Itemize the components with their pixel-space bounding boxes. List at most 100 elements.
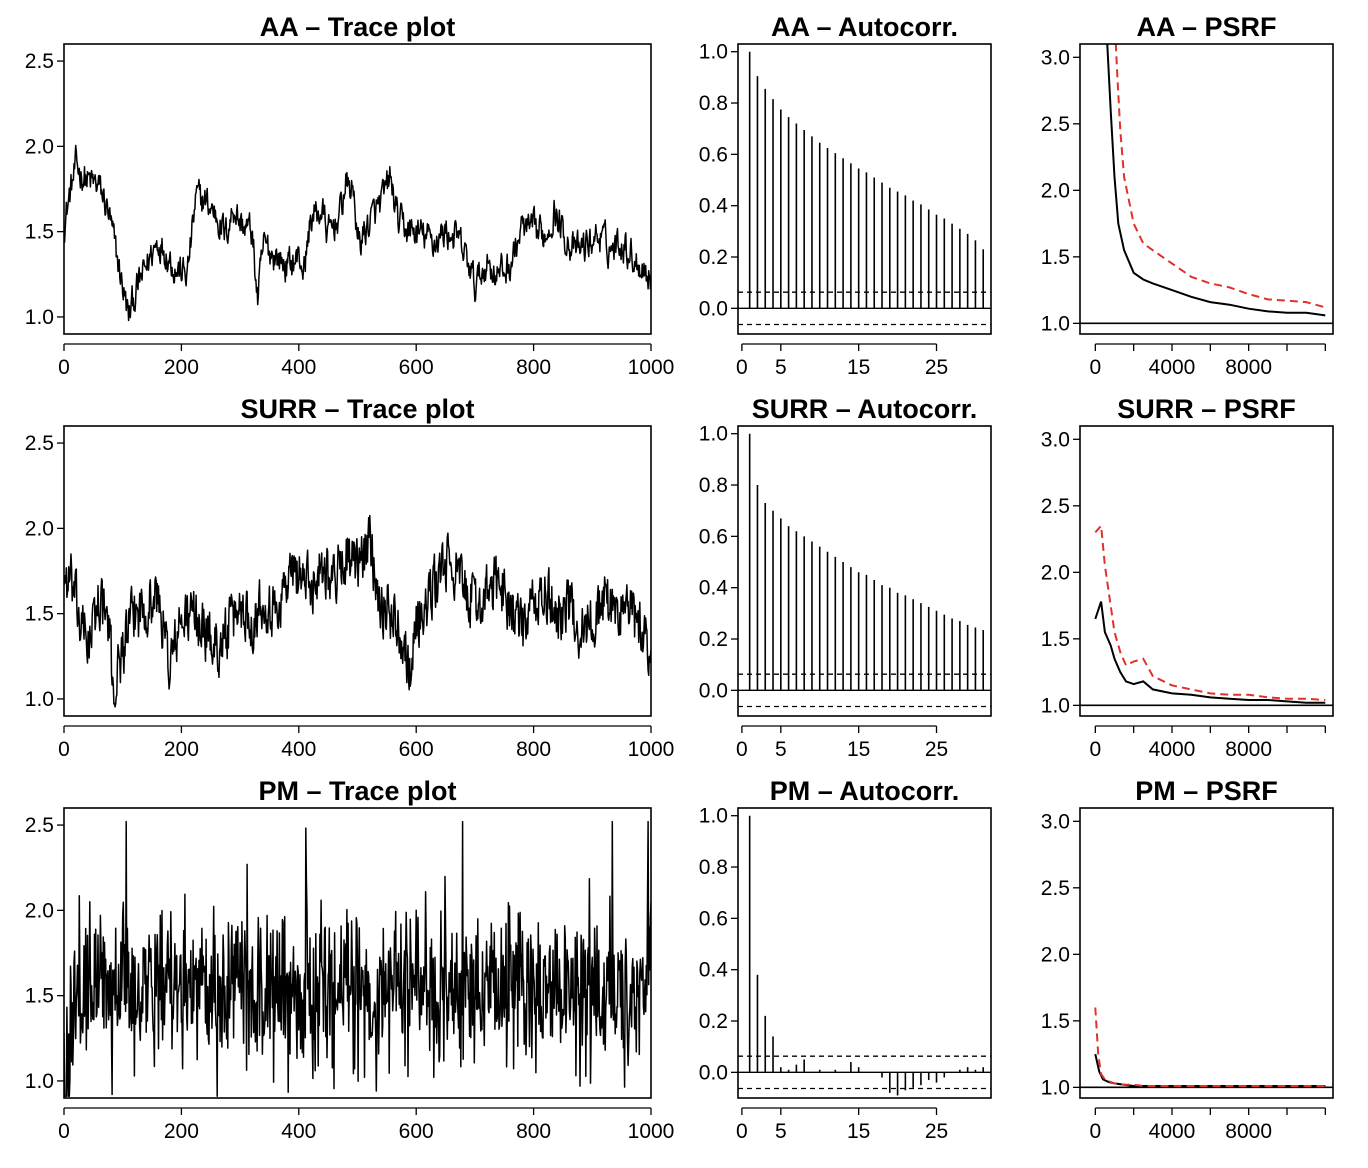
x-tick-label: 4000: [1149, 356, 1196, 379]
x-tick-label: 1000: [628, 356, 675, 379]
y-tick-label: 0.4: [699, 577, 729, 600]
y-tick-label: 1.0: [699, 805, 728, 828]
y-tick-label: 0.6: [699, 525, 728, 548]
y-tick-label: 2.0: [1041, 561, 1070, 584]
panel-title: PM – PSRF: [1135, 776, 1278, 806]
plot-area: [738, 815, 991, 1096]
panel-title: SURR – Trace plot: [240, 394, 474, 424]
psrf-upper-line: [1114, 44, 1326, 309]
y-tick-label: 0.2: [699, 246, 728, 269]
plot-frame: [737, 807, 992, 1099]
plot-frame: [737, 425, 992, 717]
x-tick-label: 600: [399, 1120, 434, 1143]
psrf-median-line: [1094, 601, 1326, 704]
plot-frame: [1079, 425, 1334, 717]
y-tick-label: 1.0: [699, 41, 728, 64]
x-tick-label: 8000: [1225, 356, 1272, 379]
x-tick-label: 200: [164, 738, 199, 761]
psrf-upper-line: [1094, 1007, 1326, 1087]
x-tick-label: 4000: [1149, 1120, 1196, 1143]
x-tick-label: 8000: [1225, 1120, 1272, 1143]
plot-frame: [63, 425, 652, 717]
y-tick-label: 3.0: [1041, 810, 1070, 833]
x-tick-label: 25: [925, 1120, 948, 1143]
y-tick-label: 1.5: [1041, 628, 1070, 651]
x-tick-label: 0: [736, 738, 748, 761]
psrf-median-line: [1094, 1053, 1326, 1087]
x-tick-label: 200: [164, 356, 199, 379]
x-tick-label: 200: [164, 1120, 199, 1143]
plot-area: [1080, 523, 1333, 707]
x-tick-label: 0: [58, 356, 70, 379]
plot-frame: [63, 807, 652, 1099]
plot-area: [1080, 44, 1333, 325]
x-tick-label: 0: [1089, 738, 1101, 761]
x-tick-label: 1000: [628, 738, 675, 761]
y-tick-label: 1.5: [1041, 246, 1070, 269]
y-tick-label: 2.5: [1041, 877, 1070, 900]
x-tick-label: 1000: [628, 1120, 675, 1143]
y-tick-label: 0.2: [699, 628, 728, 651]
y-tick-label: 2.5: [25, 50, 54, 73]
plot-area: [64, 820, 651, 1098]
x-tick-label: 0: [1089, 356, 1101, 379]
x-tick-label: 15: [847, 356, 870, 379]
panel-psrf: SURR – PSRF 1.0 1.5 2.0 2.5 3.0 0 4000 8000: [1041, 394, 1334, 761]
x-tick-label: 400: [281, 1120, 316, 1143]
psrf-upper-line: [1094, 523, 1326, 701]
y-tick-label: 0.0: [699, 1061, 728, 1084]
y-tick-label: 1.5: [25, 221, 54, 244]
x-tick-label: 0: [736, 1120, 748, 1143]
y-tick-label: 1.0: [1041, 312, 1070, 335]
plot-area: [64, 144, 651, 322]
panel-title: SURR – PSRF: [1117, 394, 1296, 424]
y-tick-label: 0.4: [699, 195, 729, 218]
x-tick-label: 5: [775, 1120, 787, 1143]
y-tick-label: 0.6: [699, 143, 728, 166]
y-tick-label: 2.0: [25, 135, 54, 158]
x-tick-label: 0: [736, 356, 748, 379]
panel-title: AA – Trace plot: [260, 12, 456, 42]
plot-frame: [63, 43, 652, 335]
panel-title: PM – Autocorr.: [770, 776, 960, 806]
panel-title: PM – Trace plot: [258, 776, 456, 806]
y-tick-label: 0.0: [699, 297, 728, 320]
y-tick-label: 0.0: [699, 679, 728, 702]
x-tick-label: 8000: [1225, 738, 1272, 761]
x-tick-label: 800: [516, 1120, 551, 1143]
plot-area: [1080, 1007, 1333, 1089]
y-tick-label: 1.0: [25, 688, 54, 711]
x-tick-label: 25: [925, 738, 948, 761]
y-tick-label: 3.0: [1041, 46, 1070, 69]
y-tick-label: 1.5: [25, 603, 54, 626]
x-tick-label: 600: [399, 356, 434, 379]
y-tick-label: 2.0: [1041, 179, 1070, 202]
x-tick-label: 600: [399, 738, 434, 761]
plot-frame: [1079, 43, 1334, 335]
y-tick-label: 2.5: [1041, 113, 1070, 136]
trace-line: [64, 820, 651, 1098]
y-tick-label: 1.0: [1041, 694, 1070, 717]
panel-title: SURR – Autocorr.: [752, 394, 978, 424]
plot-area: [738, 433, 991, 708]
y-tick-label: 1.5: [1041, 1010, 1070, 1033]
y-tick-label: 2.5: [25, 814, 54, 837]
x-tick-label: 800: [516, 738, 551, 761]
plot-frame: [737, 43, 992, 335]
y-tick-label: 2.0: [25, 899, 54, 922]
panel-acf: SURR – Autocorr. 0.0 0.2 0.4 0.6 0.8 1.0 0 5 15 25: [699, 394, 992, 761]
x-tick-label: 800: [516, 356, 551, 379]
y-tick-label: 1.0: [25, 1070, 54, 1093]
y-tick-label: 0.8: [699, 474, 728, 497]
trace-line: [64, 514, 651, 708]
y-tick-label: 1.5: [25, 985, 54, 1008]
y-tick-label: 1.0: [699, 423, 728, 446]
panel-trace: SURR – Trace plot 1.0 1.5 2.0 2.5 0 200 400 600 8…: [25, 394, 675, 761]
y-tick-label: 0.2: [699, 1010, 728, 1033]
y-tick-label: 0.8: [699, 92, 728, 115]
x-tick-label: 15: [847, 738, 870, 761]
x-tick-label: 0: [58, 738, 70, 761]
x-tick-label: 400: [281, 356, 316, 379]
y-tick-label: 0.4: [699, 959, 729, 982]
y-tick-label: 3.0: [1041, 428, 1070, 451]
